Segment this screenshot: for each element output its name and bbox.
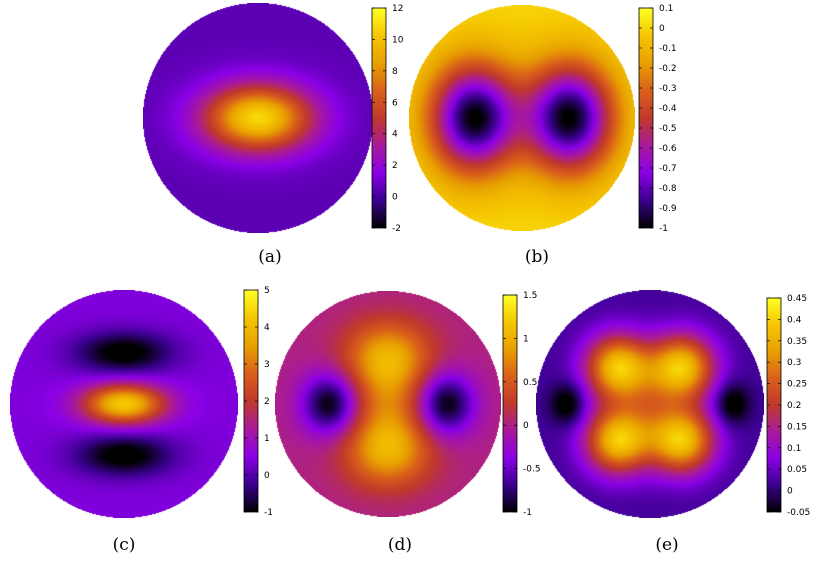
- colorbar-tick-label: 0: [523, 421, 529, 431]
- panel-caption: (c): [113, 535, 136, 555]
- colorbar-tick-label: 0.35: [787, 337, 807, 347]
- colorbar-tick-label: 0: [264, 471, 270, 481]
- colorbar-tick-label: -2: [392, 224, 401, 234]
- colorbar-tick-label: -0.8: [659, 184, 677, 194]
- colorbar-tick-label: 12: [392, 4, 403, 14]
- heatmap-disk: [409, 5, 635, 231]
- colorbar-tick-label: 1: [264, 434, 270, 444]
- colorbar-tick-label: 0.3: [787, 358, 801, 368]
- colorbar-tick-label: -0.7: [659, 164, 677, 174]
- colorbar-tick-label: 3: [264, 360, 270, 370]
- colorbar-tick-label: -0.1: [659, 44, 677, 54]
- colorbar-tick-label: 8: [392, 67, 398, 77]
- colorbar-tick-label: 0: [659, 24, 665, 34]
- colorbar-tick-label: -0.9: [659, 204, 677, 214]
- heatmap-disk: [143, 3, 373, 233]
- panel-c: 5 4 3 2 1 0 -1 (c): [10, 286, 273, 555]
- colorbar-tick-label: 0.5: [523, 378, 537, 388]
- colorbar-tick-label: 6: [392, 98, 398, 108]
- colorbar-tick-label: -0.3: [659, 84, 677, 94]
- colorbar-tick-label: 5: [264, 286, 270, 296]
- heatmap-disk: [275, 291, 501, 517]
- colorbar-tick-label: 0.2: [787, 401, 801, 411]
- colorbar-tick-label: 0.45: [787, 294, 807, 304]
- panel-caption: (b): [525, 247, 549, 267]
- panel-e: 0.45 0.4 0.35 0.3 0.25 0.2 0.15 0.1 0.05 0 -0.05 (e…: [536, 290, 810, 555]
- colorbar: [638, 7, 654, 229]
- colorbar: [371, 7, 387, 229]
- colorbar-tick-label: 1: [523, 334, 529, 344]
- panel-caption: (e): [655, 535, 678, 555]
- colorbar-tick-label: 4: [392, 130, 398, 140]
- panel-a: 12 10 8 6 4 2 0 -2 (a): [143, 3, 404, 267]
- colorbar-tick-label: 0.25: [787, 380, 807, 390]
- colorbar-tick-label: 0: [392, 193, 398, 203]
- colorbar-tick-label: 0.4: [787, 315, 802, 325]
- colorbar-tick-label: 0.05: [787, 465, 807, 475]
- panel-caption: (a): [258, 247, 281, 267]
- colorbar-tick-label: -0.6: [659, 144, 677, 154]
- colorbar-tick-label: -1: [264, 508, 273, 518]
- heatmap-disk: [10, 290, 238, 518]
- colorbar-tick-label: 4: [264, 323, 270, 333]
- colorbar-tick-label: 0.1: [659, 4, 673, 14]
- colorbar-tick-label: -0.5: [523, 465, 541, 475]
- colorbar-tick-label: 10: [392, 35, 404, 45]
- colorbar-tick-label: 1.5: [523, 291, 537, 301]
- colorbar-tick-label: 0: [787, 487, 793, 497]
- colorbar-tick-label: -1: [523, 508, 532, 518]
- colorbar-tick-label: -0.5: [659, 124, 677, 134]
- colorbar-tick-label: -0.2: [659, 64, 677, 74]
- colorbar-tick-label: 2: [392, 161, 398, 171]
- colorbar: [502, 294, 518, 513]
- colorbar-tick-label: -1: [659, 224, 668, 234]
- colorbar-tick-label: 2: [264, 397, 270, 407]
- colorbar-tick-label: 0.1: [787, 444, 801, 454]
- panel-d: 1.5 1 0.5 0 -0.5 -1 (d): [275, 291, 541, 555]
- colorbar-tick-label: -0.4: [659, 104, 677, 114]
- colorbar-tick-label: -0.05: [787, 508, 810, 518]
- panel-caption: (d): [388, 535, 412, 555]
- panel-b: 0.1 0 -0.1 -0.2 -0.3 -0.4 -0.5 -0.6 -0.7 -0.8 -0.9…: [409, 4, 677, 267]
- heatmap-disk: [536, 290, 764, 518]
- colorbar-tick-label: 0.15: [787, 422, 807, 432]
